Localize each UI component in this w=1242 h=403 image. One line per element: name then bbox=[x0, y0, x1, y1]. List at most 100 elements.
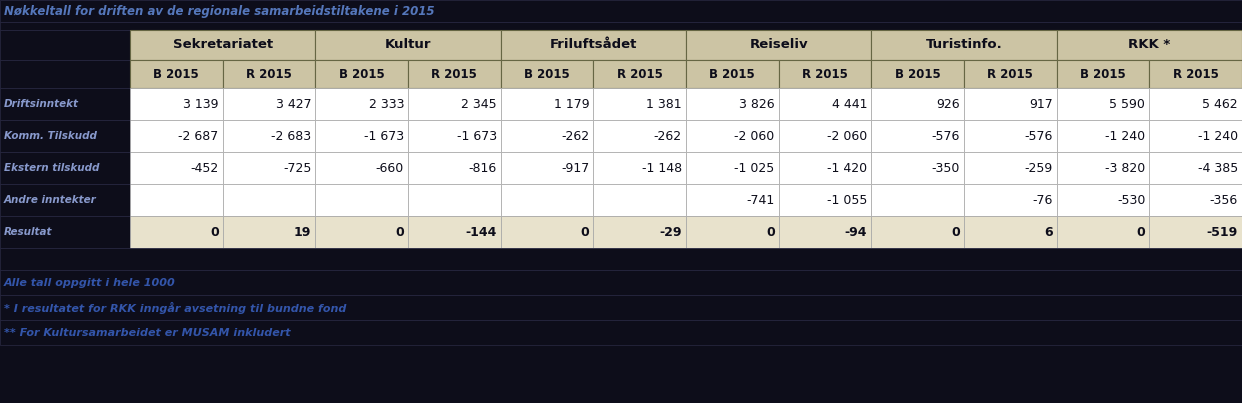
Bar bbox=[1057, 30, 1242, 60]
Bar bbox=[1057, 88, 1149, 120]
Text: 5 462: 5 462 bbox=[1202, 98, 1238, 110]
Bar bbox=[686, 216, 779, 248]
Text: -816: -816 bbox=[468, 162, 497, 174]
Text: * I resultatet for RKK inngår avsetning til bundne fond: * I resultatet for RKK inngår avsetning … bbox=[4, 301, 347, 314]
Bar bbox=[779, 120, 872, 152]
Bar bbox=[315, 120, 409, 152]
Bar bbox=[501, 60, 594, 88]
Text: -350: -350 bbox=[932, 162, 960, 174]
Bar bbox=[964, 60, 1057, 88]
Bar bbox=[409, 88, 501, 120]
Bar bbox=[315, 30, 501, 60]
Text: -1 420: -1 420 bbox=[827, 162, 867, 174]
Bar bbox=[222, 216, 315, 248]
Text: ** For Kultursamarbeidet er MUSAM inkludert: ** For Kultursamarbeidet er MUSAM inklud… bbox=[4, 328, 291, 337]
Bar bbox=[130, 60, 222, 88]
Bar bbox=[594, 152, 686, 184]
Bar bbox=[222, 152, 315, 184]
Bar bbox=[315, 88, 409, 120]
Bar bbox=[1057, 152, 1149, 184]
Bar bbox=[0, 320, 1242, 345]
Text: -356: -356 bbox=[1210, 193, 1238, 206]
Text: RKK *: RKK * bbox=[1128, 39, 1170, 52]
Text: -1 148: -1 148 bbox=[642, 162, 682, 174]
Text: B 2015: B 2015 bbox=[894, 67, 940, 81]
Text: 1 381: 1 381 bbox=[646, 98, 682, 110]
Text: -1 240: -1 240 bbox=[1105, 129, 1145, 143]
Bar bbox=[501, 120, 594, 152]
Bar bbox=[130, 120, 222, 152]
Bar bbox=[130, 152, 222, 184]
Text: Reiseliv: Reiseliv bbox=[749, 39, 809, 52]
Text: -660: -660 bbox=[376, 162, 404, 174]
Text: 0: 0 bbox=[580, 226, 590, 239]
Text: 0: 0 bbox=[395, 226, 404, 239]
Bar bbox=[1149, 120, 1242, 152]
Bar bbox=[964, 184, 1057, 216]
Bar bbox=[501, 184, 594, 216]
Text: -259: -259 bbox=[1025, 162, 1053, 174]
Bar bbox=[1057, 120, 1149, 152]
Bar bbox=[1057, 60, 1149, 88]
Text: -4 385: -4 385 bbox=[1197, 162, 1238, 174]
Text: 6: 6 bbox=[1045, 226, 1053, 239]
Bar bbox=[501, 30, 686, 60]
Bar bbox=[686, 88, 779, 120]
Bar bbox=[872, 184, 964, 216]
Bar bbox=[686, 30, 872, 60]
Text: -2 683: -2 683 bbox=[271, 129, 312, 143]
Text: 1 179: 1 179 bbox=[554, 98, 590, 110]
Text: Kultur: Kultur bbox=[385, 39, 431, 52]
Text: B 2015: B 2015 bbox=[709, 67, 755, 81]
Bar bbox=[779, 60, 872, 88]
Text: Ekstern tilskudd: Ekstern tilskudd bbox=[4, 163, 99, 173]
Text: Turistinfo.: Turistinfo. bbox=[925, 39, 1002, 52]
Bar bbox=[315, 184, 409, 216]
Text: 3 826: 3 826 bbox=[739, 98, 775, 110]
Text: -576: -576 bbox=[1025, 129, 1053, 143]
Bar bbox=[1149, 60, 1242, 88]
Bar bbox=[0, 184, 130, 216]
Bar bbox=[1057, 184, 1149, 216]
Bar bbox=[501, 88, 594, 120]
Text: 2 333: 2 333 bbox=[369, 98, 404, 110]
Bar bbox=[501, 216, 594, 248]
Text: 4 441: 4 441 bbox=[832, 98, 867, 110]
Bar bbox=[594, 120, 686, 152]
Bar bbox=[872, 60, 964, 88]
Text: -530: -530 bbox=[1117, 193, 1145, 206]
Text: 926: 926 bbox=[936, 98, 960, 110]
Bar bbox=[222, 60, 315, 88]
Text: -1 240: -1 240 bbox=[1197, 129, 1238, 143]
Text: -1 673: -1 673 bbox=[457, 129, 497, 143]
Bar bbox=[0, 270, 1242, 295]
Bar bbox=[964, 120, 1057, 152]
Text: -262: -262 bbox=[561, 129, 590, 143]
Bar bbox=[0, 0, 1242, 22]
Bar bbox=[964, 216, 1057, 248]
Bar bbox=[0, 152, 130, 184]
Bar bbox=[0, 295, 1242, 320]
Bar bbox=[872, 30, 1057, 60]
Text: -144: -144 bbox=[466, 226, 497, 239]
Text: Sekretariatet: Sekretariatet bbox=[173, 39, 273, 52]
Text: -741: -741 bbox=[746, 193, 775, 206]
Text: R 2015: R 2015 bbox=[246, 67, 292, 81]
Text: -725: -725 bbox=[283, 162, 312, 174]
Bar bbox=[222, 184, 315, 216]
Text: R 2015: R 2015 bbox=[431, 67, 477, 81]
Text: 3 427: 3 427 bbox=[276, 98, 312, 110]
Text: R 2015: R 2015 bbox=[802, 67, 848, 81]
Text: -1 025: -1 025 bbox=[734, 162, 775, 174]
Text: 0: 0 bbox=[1136, 226, 1145, 239]
Text: Nøkkeltall for driften av de regionale samarbeidstiltakene i 2015: Nøkkeltall for driften av de regionale s… bbox=[4, 4, 435, 17]
Bar bbox=[872, 120, 964, 152]
Bar bbox=[1149, 216, 1242, 248]
Bar bbox=[501, 152, 594, 184]
Text: 0: 0 bbox=[766, 226, 775, 239]
Bar bbox=[0, 88, 130, 120]
Text: -29: -29 bbox=[660, 226, 682, 239]
Bar bbox=[1149, 184, 1242, 216]
Bar bbox=[409, 120, 501, 152]
Bar bbox=[594, 88, 686, 120]
